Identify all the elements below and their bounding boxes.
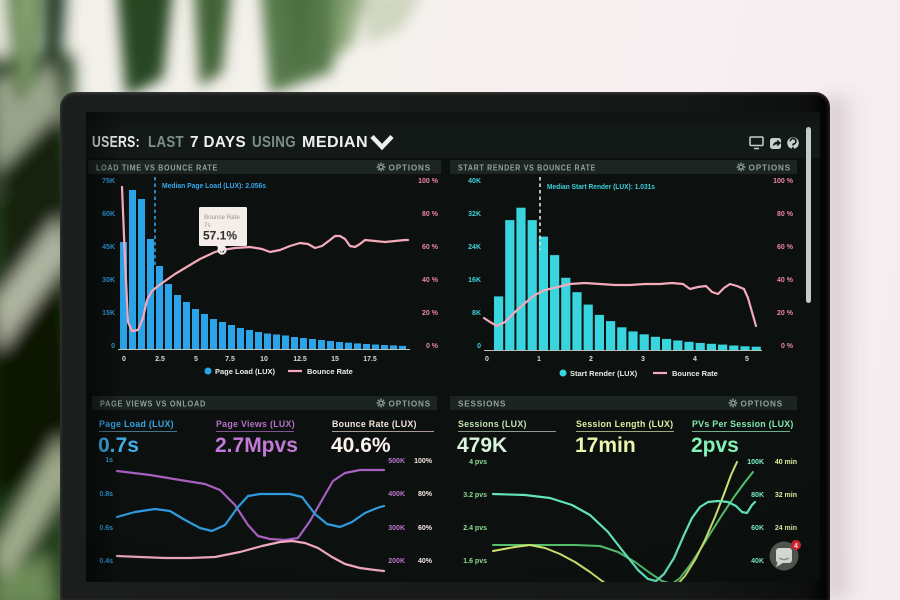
svg-text:PAGE VIEWS VS ONLOAD: PAGE VIEWS VS ONLOAD [100, 400, 206, 409]
svg-text:100%: 100% [414, 458, 433, 465]
svg-text:OPTIONS: OPTIONS [389, 164, 431, 173]
svg-text:45K: 45K [102, 244, 115, 251]
svg-text:Page Load (LUX): Page Load (LUX) [99, 419, 174, 429]
svg-text:40K: 40K [468, 178, 481, 185]
svg-text:32 min: 32 min [775, 492, 797, 499]
svg-text:Bounce Rate: Bounce Rate [307, 367, 353, 376]
svg-text:START RENDER VS BOUNCE RATE: START RENDER VS BOUNCE RATE [458, 164, 596, 173]
svg-text:10: 10 [260, 356, 268, 363]
svg-text:40%: 40% [418, 558, 433, 565]
svg-text:24K: 24K [468, 244, 481, 251]
svg-text:80%: 80% [418, 491, 433, 498]
svg-text:200K: 200K [388, 558, 405, 565]
svg-text:60 %: 60 % [422, 244, 439, 251]
svg-text:OPTIONS: OPTIONS [749, 164, 791, 173]
svg-text:15K: 15K [102, 310, 115, 317]
svg-text:30K: 30K [102, 277, 115, 284]
svg-text:17min: 17min [575, 434, 636, 457]
svg-text:1.6 pvs: 1.6 pvs [463, 558, 487, 565]
svg-text:60%: 60% [418, 525, 433, 532]
svg-text:100K: 100K [747, 459, 764, 466]
svg-text:8K: 8K [472, 310, 481, 317]
svg-text:7.5: 7.5 [225, 356, 235, 363]
svg-text:OPTIONS: OPTIONS [741, 400, 783, 409]
svg-text:USING: USING [252, 134, 296, 151]
svg-text:Sessions (LUX): Sessions (LUX) [458, 419, 527, 429]
svg-text:40.6%: 40.6% [331, 434, 391, 457]
svg-text:LOAD TIME VS BOUNCE RATE: LOAD TIME VS BOUNCE RATE [96, 164, 218, 173]
svg-text:80K: 80K [751, 492, 764, 499]
svg-text:1s: 1s [105, 457, 113, 464]
svg-text:40 %: 40 % [777, 277, 794, 284]
svg-text:0: 0 [485, 356, 489, 363]
svg-text:60K: 60K [751, 525, 764, 532]
svg-text:5: 5 [745, 356, 749, 363]
svg-text:16K: 16K [468, 277, 481, 284]
svg-text:0 %: 0 % [781, 343, 794, 350]
svg-text:SESSIONS: SESSIONS [458, 400, 506, 409]
svg-text:0: 0 [122, 356, 126, 363]
svg-text:2pvs: 2pvs [691, 434, 739, 457]
svg-text:12.5: 12.5 [293, 356, 307, 363]
svg-text:Session Length (LUX): Session Length (LUX) [576, 419, 673, 429]
svg-text:15: 15 [331, 356, 339, 363]
svg-text:OPTIONS: OPTIONS [389, 400, 431, 409]
svg-text:3.2 pvs: 3.2 pvs [463, 492, 487, 499]
svg-text:Page Views (LUX): Page Views (LUX) [216, 419, 295, 429]
svg-text:0 %: 0 % [426, 343, 439, 350]
svg-text:40 %: 40 % [422, 277, 439, 284]
svg-text:80 %: 80 % [422, 211, 439, 218]
svg-text:40K: 40K [751, 558, 764, 565]
svg-text:32K: 32K [468, 211, 481, 218]
svg-text:479K: 479K [457, 434, 507, 457]
svg-text:4: 4 [693, 356, 697, 363]
svg-text:60 %: 60 % [777, 244, 794, 251]
svg-text:0: 0 [477, 343, 481, 350]
svg-text:500K: 500K [388, 458, 405, 465]
svg-text:2.7Mpvs: 2.7Mpvs [215, 434, 298, 457]
svg-text:Bounce Rate: Bounce Rate [204, 214, 240, 221]
svg-text:Start Render (LUX): Start Render (LUX) [570, 369, 638, 378]
svg-text:80 %: 80 % [777, 211, 794, 218]
svg-text:0.6s: 0.6s [99, 525, 113, 532]
svg-text:PVs Per Session (LUX): PVs Per Session (LUX) [692, 419, 794, 429]
svg-text:2: 2 [589, 356, 593, 363]
svg-text:20 %: 20 % [777, 310, 794, 317]
svg-text:7 DAYS: 7 DAYS [190, 134, 246, 151]
svg-text:Median Start Render (LUX): 1.0: Median Start Render (LUX): 1.031s [547, 184, 655, 191]
svg-text:Median Page Load (LUX): 2.056s: Median Page Load (LUX): 2.056s [162, 183, 266, 190]
svg-text:0.7s: 0.7s [98, 434, 139, 457]
svg-text:Bounce Rate (LUX): Bounce Rate (LUX) [332, 419, 417, 429]
svg-text:100 %: 100 % [418, 178, 439, 185]
svg-text:24 min: 24 min [775, 525, 797, 532]
svg-text:40 min: 40 min [775, 459, 797, 466]
svg-text:Bounce Rate: Bounce Rate [672, 369, 718, 378]
svg-text:4 pvs: 4 pvs [469, 459, 487, 466]
svg-text:300K: 300K [388, 525, 405, 532]
svg-text:57.1%: 57.1% [203, 229, 237, 243]
svg-text:20 %: 20 % [422, 310, 439, 317]
svg-text:17.5: 17.5 [363, 356, 377, 363]
svg-text:USERS:: USERS: [92, 134, 140, 151]
svg-text:2.4 pvs: 2.4 pvs [463, 525, 487, 532]
svg-text:0.4s: 0.4s [99, 558, 113, 565]
svg-text:5: 5 [194, 356, 198, 363]
svg-text:0: 0 [111, 343, 115, 350]
svg-text:100 %: 100 % [773, 178, 794, 185]
svg-text:75K: 75K [102, 178, 115, 185]
svg-text:Page Load (LUX): Page Load (LUX) [215, 367, 276, 376]
svg-text:LAST: LAST [148, 134, 184, 151]
svg-text:60K: 60K [102, 211, 115, 218]
svg-text:0.8s: 0.8s [99, 491, 113, 498]
svg-text:400K: 400K [388, 491, 405, 498]
svg-text:3: 3 [641, 356, 645, 363]
svg-text:4: 4 [794, 543, 798, 550]
svg-text:MEDIAN: MEDIAN [302, 134, 368, 151]
svg-text:1: 1 [537, 356, 541, 363]
svg-text:7s: 7s [204, 222, 211, 229]
svg-text:2.5: 2.5 [155, 356, 165, 363]
